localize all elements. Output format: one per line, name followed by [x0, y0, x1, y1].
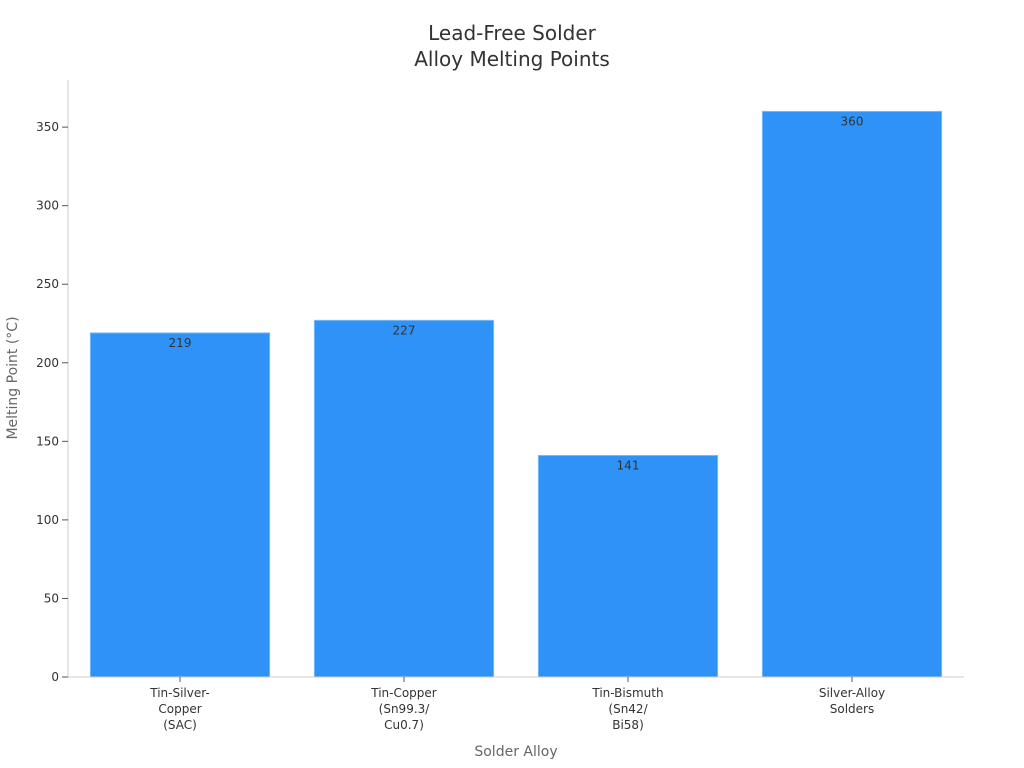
bars-group: 219 227 141 360	[89, 110, 943, 678]
bar	[761, 110, 943, 678]
x-axis-label: Solder Alloy	[474, 744, 557, 760]
chart-title-line-1: Lead-Free Solder	[428, 21, 597, 45]
y-tick-label: 100	[36, 513, 59, 527]
bar	[537, 454, 719, 678]
y-tick-label: 200	[36, 356, 59, 370]
y-tick-label: 250	[36, 277, 59, 291]
x-tick-label: Tin-Silver-Copper (SAC)	[149, 686, 210, 732]
data-label: 360	[841, 114, 864, 128]
y-tick-label: 0	[51, 670, 59, 684]
chart-title-line-2: Alloy Melting Points	[414, 47, 610, 71]
data-label: 227	[393, 323, 416, 337]
y-tick-label: 350	[36, 120, 59, 134]
x-axis: Tin-Silver-Copper (SAC) Tin-Copper (Sn99.3/…	[68, 676, 964, 732]
bar	[89, 332, 271, 678]
data-label: 219	[169, 336, 192, 350]
y-axis-label: Melting Point (°C)	[5, 316, 21, 439]
bar	[313, 319, 495, 678]
data-label: 141	[617, 458, 640, 472]
y-axis: 0 50 100 150 200 250 300 350	[36, 80, 69, 684]
x-tick-label: Tin-Copper (Sn99.3/Cu0.7)	[370, 686, 437, 732]
y-tick-label: 150	[36, 434, 59, 448]
y-tick-label: 300	[36, 199, 59, 213]
x-tick-label: Silver-Alloy Solders	[819, 686, 885, 716]
y-tick-label: 50	[44, 591, 59, 605]
x-tick-label: Tin-Bismuth (Sn42/Bi58)	[591, 686, 663, 732]
